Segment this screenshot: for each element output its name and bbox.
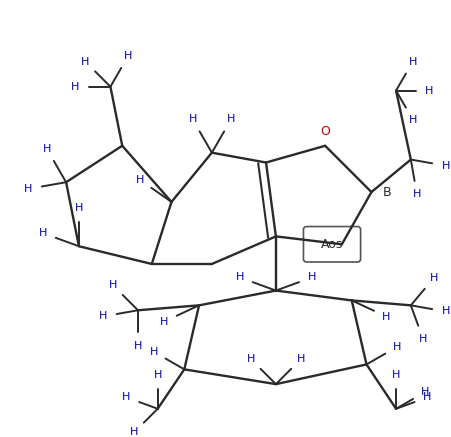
Text: H: H (419, 334, 427, 343)
Text: B: B (383, 186, 391, 198)
Text: H: H (308, 272, 316, 282)
Text: Aos: Aos (321, 238, 343, 251)
Text: H: H (160, 316, 168, 326)
Text: H: H (81, 57, 90, 66)
Text: H: H (227, 114, 235, 125)
Text: H: H (136, 175, 144, 185)
Text: H: H (393, 342, 401, 352)
Text: O: O (320, 125, 330, 139)
Text: H: H (421, 387, 429, 397)
Text: H: H (149, 347, 158, 357)
Text: H: H (153, 370, 162, 380)
Text: H: H (39, 228, 47, 238)
Text: H: H (24, 184, 32, 194)
Text: H: H (130, 427, 138, 437)
Text: H: H (429, 273, 438, 283)
Text: H: H (409, 57, 417, 66)
Text: H: H (43, 144, 51, 154)
Text: H: H (413, 190, 421, 199)
FancyBboxPatch shape (304, 226, 361, 262)
Text: H: H (189, 114, 197, 125)
Text: H: H (409, 114, 417, 125)
Text: H: H (109, 280, 117, 290)
Text: H: H (71, 82, 79, 92)
Text: H: H (122, 392, 130, 402)
Text: H: H (124, 51, 132, 61)
Text: H: H (297, 354, 305, 364)
Text: H: H (382, 312, 391, 322)
Text: H: H (235, 272, 244, 282)
Text: H: H (247, 354, 255, 364)
Text: H: H (99, 312, 107, 322)
Text: H: H (134, 341, 142, 351)
Text: H: H (442, 306, 450, 316)
Text: H: H (442, 161, 450, 171)
Text: H: H (392, 370, 400, 380)
Text: H: H (75, 203, 83, 213)
Text: H: H (425, 86, 434, 96)
Text: H: H (423, 392, 432, 402)
